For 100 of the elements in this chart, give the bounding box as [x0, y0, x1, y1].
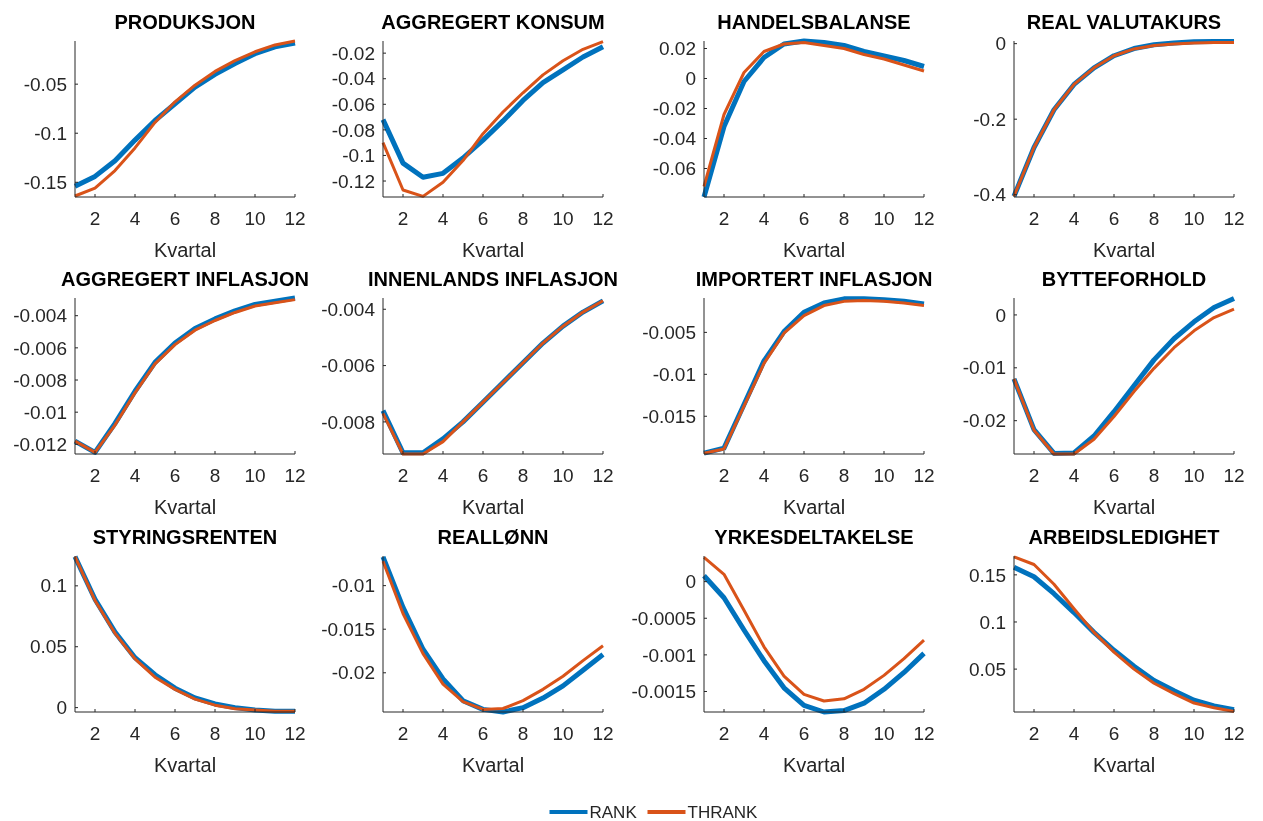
x-tick-label: 10 — [873, 723, 895, 744]
x-tick-label: 12 — [284, 208, 306, 229]
y-tick-label: -0.005 — [642, 322, 696, 344]
chart-title: HANDELSBALANSE — [717, 11, 911, 33]
x-tick-label: 2 — [397, 208, 409, 229]
x-tick-label: 4 — [1068, 465, 1080, 486]
y-tick-label: -0.008 — [321, 411, 375, 433]
y-tick-label: -0.004 — [13, 305, 68, 327]
x-tick-label: 2 — [718, 723, 730, 744]
y-tick-label: -0.4 — [973, 184, 1007, 206]
x-tick-label: 10 — [244, 723, 266, 744]
chart-title: INNENLANDS INFLASJON — [367, 268, 619, 290]
y-tick-label: -0.001 — [642, 644, 696, 666]
y-tick-label: -0.015 — [321, 618, 375, 640]
x-tick-label: 12 — [284, 723, 306, 744]
x-tick-label: 4 — [129, 465, 141, 486]
x-tick-label: 12 — [1223, 723, 1245, 744]
x-tick-label: 12 — [592, 723, 614, 744]
x-tick-label: 6 — [1108, 723, 1120, 744]
y-tick-label: -0.0005 — [631, 607, 696, 629]
y-tick-label: 0.05 — [969, 658, 1006, 680]
x-axis-title: Kvartal — [153, 754, 217, 776]
x-tick-label: 12 — [592, 208, 614, 229]
y-tick-label: -0.01 — [652, 363, 696, 385]
y-tick-label: -0.01 — [331, 575, 375, 597]
y-tick-label: -0.04 — [331, 68, 376, 90]
chart-title: AGGREGERT INFLASJON — [61, 268, 309, 290]
x-tick-label: 8 — [838, 723, 850, 744]
x-tick-label: 4 — [758, 208, 770, 229]
x-tick-label: 12 — [913, 208, 935, 229]
x-tick-label: 8 — [1148, 465, 1160, 486]
y-tick-label: -0.06 — [652, 158, 696, 180]
chart-title: IMPORTERT INFLASJON — [695, 268, 933, 290]
x-tick-label: 2 — [89, 465, 101, 486]
x-tick-label: 6 — [1108, 208, 1120, 229]
y-tick-label: -0.006 — [321, 355, 375, 377]
x-tick-label: 10 — [244, 465, 266, 486]
y-tick-label: 0.05 — [30, 636, 67, 658]
y-tick-label: 0 — [995, 304, 1006, 326]
y-tick-label: -0.12 — [331, 170, 375, 192]
x-tick-label: 12 — [592, 465, 614, 486]
y-tick-label: -0.015 — [642, 405, 696, 427]
x-tick-label: 2 — [397, 465, 409, 486]
x-axis-title: Kvartal — [1092, 754, 1156, 776]
x-tick-label: 2 — [397, 723, 409, 744]
y-tick-label: -0.06 — [331, 93, 375, 115]
x-tick-label: 12 — [913, 723, 935, 744]
x-tick-label: 6 — [169, 465, 181, 486]
x-tick-label: 6 — [798, 208, 810, 229]
x-tick-label: 8 — [517, 465, 529, 486]
x-tick-label: 10 — [552, 208, 574, 229]
y-tick-label: -0.08 — [331, 119, 375, 141]
x-axis-title: Kvartal — [1092, 496, 1156, 518]
x-tick-label: 10 — [244, 208, 266, 229]
x-tick-label: 2 — [1028, 723, 1040, 744]
x-tick-label: 8 — [838, 208, 850, 229]
x-tick-label: 10 — [552, 723, 574, 744]
x-axis-title: Kvartal — [153, 496, 217, 518]
x-tick-label: 4 — [1068, 723, 1080, 744]
x-tick-label: 6 — [169, 208, 181, 229]
x-tick-label: 6 — [169, 723, 181, 744]
y-tick-label: 0.15 — [969, 564, 1006, 586]
y-tick-label: -0.02 — [962, 410, 1006, 432]
x-tick-label: 2 — [1028, 465, 1040, 486]
y-tick-label: 0.1 — [979, 611, 1006, 633]
y-tick-label: -0.02 — [331, 42, 375, 64]
x-tick-label: 8 — [209, 723, 221, 744]
x-tick-label: 12 — [1223, 465, 1245, 486]
x-tick-label: 8 — [1148, 723, 1160, 744]
y-tick-label: -0.006 — [13, 337, 67, 359]
x-tick-label: 8 — [1148, 208, 1160, 229]
y-tick-label: -0.0015 — [631, 681, 696, 703]
x-tick-label: 10 — [1183, 723, 1205, 744]
x-tick-label: 2 — [718, 465, 730, 486]
y-tick-label: 0 — [56, 697, 67, 719]
y-tick-label: 0.02 — [659, 38, 696, 60]
x-tick-label: 10 — [552, 465, 574, 486]
x-axis-title: Kvartal — [461, 754, 525, 776]
x-tick-label: 12 — [913, 465, 935, 486]
x-tick-label: 8 — [209, 465, 221, 486]
y-tick-label: -0.02 — [331, 662, 375, 684]
chart-title: STYRINGSRENTEN — [92, 526, 278, 548]
x-axis-title: Kvartal — [782, 496, 846, 518]
y-tick-label: -0.05 — [23, 73, 67, 95]
y-tick-label: -0.1 — [34, 122, 67, 144]
legend-label: THRANK — [687, 802, 759, 821]
y-tick-label: 0 — [685, 571, 696, 593]
chart-title: REAL VALUTAKURS — [1026, 11, 1222, 33]
x-axis-title: Kvartal — [1092, 239, 1156, 261]
x-tick-label: 2 — [718, 208, 730, 229]
x-axis-title: Kvartal — [153, 239, 217, 261]
y-tick-label: -0.02 — [652, 98, 696, 120]
x-tick-label: 6 — [477, 208, 489, 229]
legend-label: RANK — [589, 802, 638, 821]
chart-title: YRKESDELTAKELSE — [714, 526, 914, 548]
x-axis-title: Kvartal — [782, 754, 846, 776]
x-tick-label: 10 — [1183, 208, 1205, 229]
x-tick-label: 12 — [1223, 208, 1245, 229]
y-tick-label: -0.004 — [321, 298, 376, 320]
x-tick-label: 12 — [284, 465, 306, 486]
